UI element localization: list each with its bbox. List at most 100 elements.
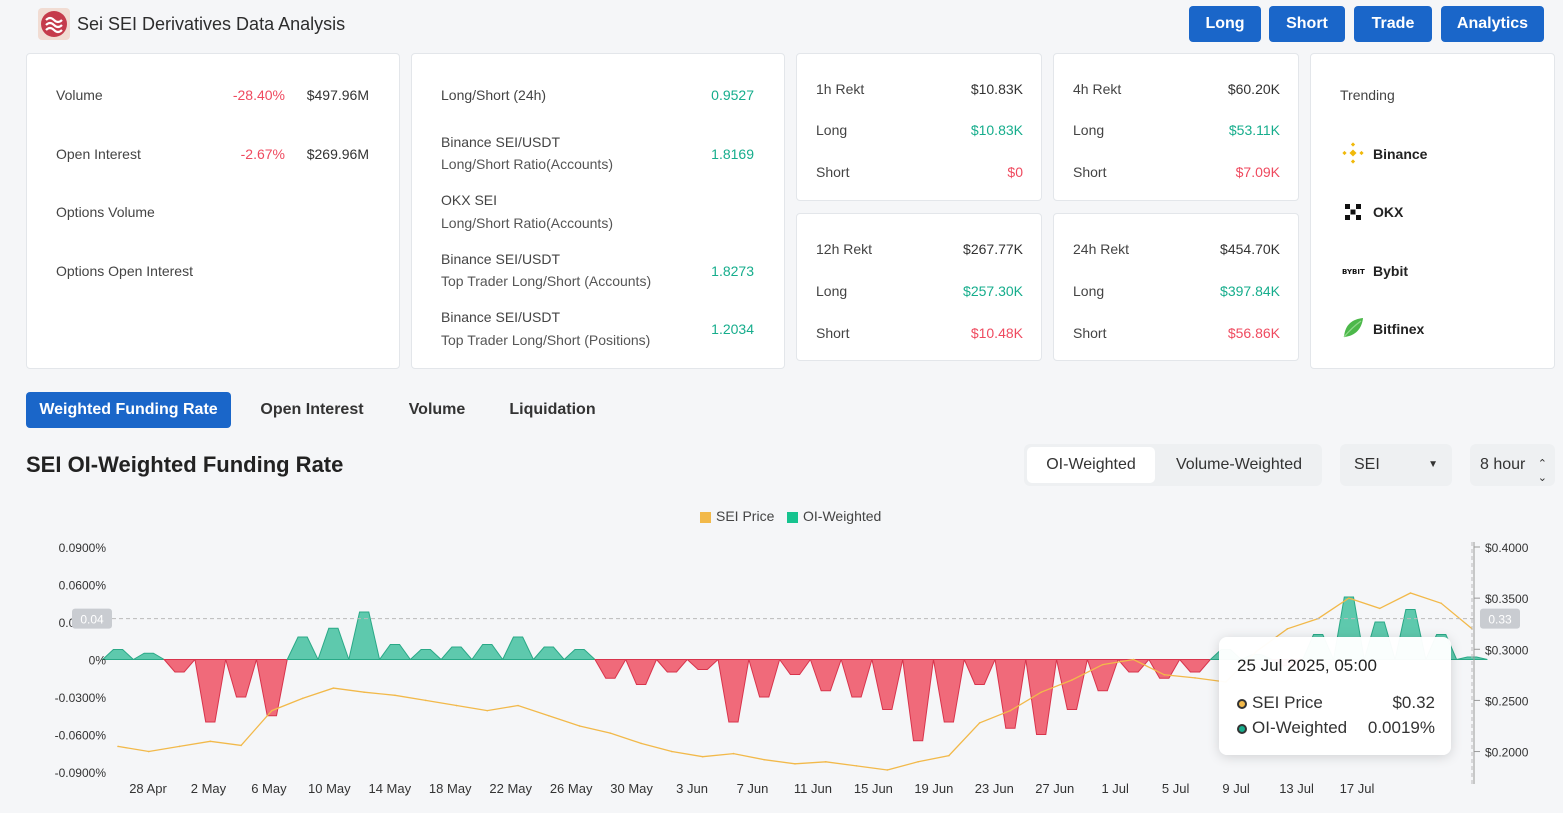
funding-rate-chart[interactable]: 0.0900%0.0600%0.0300%0%-0.0300%-0.0600%-… — [0, 500, 1563, 813]
rekt-short-value: $56.86K — [1227, 325, 1280, 341]
sei-price-point — [701, 755, 704, 758]
trending-item-bitfinex[interactable]: Bitfinex — [1373, 321, 1425, 337]
tooltip-price-row: SEI Price $0.32 — [1237, 693, 1435, 713]
binance-icon — [1341, 141, 1365, 165]
sei-price-point — [548, 714, 550, 717]
funding-rate-bar — [994, 659, 1027, 729]
sei-price-point — [517, 704, 519, 707]
sei-price-point — [394, 694, 396, 697]
funding-rate-bar — [225, 659, 258, 698]
sei-price-point — [1286, 628, 1289, 630]
sei-price-point — [578, 725, 581, 727]
funding-rate-bar — [532, 646, 566, 660]
rekt-1h-card: 1h Rekt $10.83K Long $10.83K Short $0 — [796, 53, 1042, 201]
sei-price-point — [1409, 592, 1412, 594]
funding-rate-bar — [317, 627, 350, 660]
funding-rate-bar — [840, 659, 873, 698]
tooltip-price-value: $0.32 — [1392, 693, 1435, 712]
trade-button[interactable]: Trade — [1354, 6, 1432, 42]
funding-rate-bar — [871, 659, 904, 710]
legend-item-oi[interactable]: OI-Weighted — [787, 508, 881, 524]
ratios-card: Long/Short (24h) 0.9527 Binance SEI/USDT… — [411, 53, 785, 369]
chart-title: SEI OI-Weighted Funding Rate — [26, 452, 344, 477]
rekt-short-label: Short — [1073, 164, 1107, 180]
ratio-3-line1: Binance SEI/USDT — [441, 251, 561, 267]
rekt-short-label: Short — [816, 164, 850, 180]
long-button[interactable]: Long — [1189, 6, 1261, 42]
funding-rate-bar — [348, 611, 381, 660]
trending-card: Trending Binance OKX BYBIT Bybit — [1310, 53, 1555, 369]
oi-swatch-icon — [787, 511, 798, 523]
legend-oi-label: OI-Weighted — [803, 508, 882, 524]
rekt-4h-card: 4h Rekt $60.20K Long $53.11K Short $7.09… — [1053, 53, 1299, 201]
analytics-button[interactable]: Analytics — [1441, 6, 1544, 42]
legend-item-price[interactable]: SEI Price — [700, 508, 774, 524]
x-tick-label: 7 Jun — [737, 781, 769, 796]
rate-dot-icon — [1237, 723, 1247, 734]
ratio-2-line2: Long/Short Ratio(Accounts) — [441, 215, 613, 231]
sort-arrows-icon: ⌃ ⌄ — [1537, 458, 1547, 484]
sei-price-point — [240, 744, 242, 747]
okx-icon — [1341, 200, 1365, 224]
rekt-long-label: Long — [1073, 122, 1105, 138]
x-tick-label: 13 Jul — [1279, 781, 1314, 796]
trending-item-bybit[interactable]: Bybit — [1373, 263, 1408, 279]
sei-price-point — [732, 752, 735, 755]
sei-price-point — [1194, 677, 1196, 679]
sei-price-point — [271, 709, 273, 712]
funding-rate-bar — [748, 659, 781, 698]
svg-text:BYBIT: BYBIT — [1342, 268, 1365, 276]
tab-volume[interactable]: Volume — [408, 401, 466, 418]
oi-weighted-option[interactable]: OI-Weighted — [1027, 447, 1155, 483]
funding-rate-bar — [809, 659, 842, 692]
sei-price-point — [671, 750, 673, 753]
tooltip-rate-value: 0.0019% — [1367, 718, 1435, 737]
rekt-title: 4h Rekt — [1073, 81, 1122, 97]
ratio-0-line1: Long/Short (24h) — [441, 87, 547, 103]
funding-rate-bar — [963, 659, 996, 685]
x-tick-label: 23 Jun — [975, 781, 1014, 796]
rekt-title: 12h Rekt — [816, 241, 873, 257]
rekt-long-label: Long — [816, 122, 848, 138]
funding-rate-bar — [932, 659, 965, 723]
crosshair-left-value: 0.04 — [80, 613, 104, 627]
ratio-3-line2: Top Trader Long/Short (Accounts) — [441, 273, 652, 289]
x-tick-label: 3 Jun — [676, 781, 708, 796]
tab-liquidation[interactable]: Liquidation — [509, 401, 596, 418]
interval-select[interactable]: 8 hour ⌃ ⌄ — [1470, 444, 1555, 486]
bybit-icon: BYBIT — [1341, 259, 1365, 283]
rekt-long-label: Long — [816, 283, 848, 299]
funding-rate-bar — [1456, 656, 1488, 660]
price-dot-icon — [1237, 698, 1247, 709]
funding-rate-bar — [378, 644, 412, 660]
chevron-down-icon: ▼ — [1428, 459, 1438, 470]
volume-label: Volume — [56, 87, 103, 103]
tab-weighted-funding-rate[interactable]: Weighted Funding Rate — [26, 392, 231, 428]
x-tick-label: 9 Jul — [1222, 781, 1250, 796]
coin-select[interactable]: SEI ▼ — [1340, 444, 1452, 486]
rekt-short-value: $0 — [1007, 164, 1023, 180]
volume-weighted-option[interactable]: Volume-Weighted — [1176, 456, 1302, 473]
short-button[interactable]: Short — [1269, 6, 1345, 42]
sei-price-point — [178, 745, 181, 748]
x-tick-label: 28 Apr — [129, 781, 167, 796]
x-tick-label: 10 May — [308, 781, 351, 796]
tab-open-interest[interactable]: Open Interest — [260, 401, 364, 418]
trending-item-binance[interactable]: Binance — [1373, 146, 1428, 162]
funding-rate-bar — [1055, 659, 1088, 710]
rekt-24h-card: 24h Rekt $454.70K Long $397.84K Short $5… — [1053, 213, 1299, 361]
funding-rate-bar — [409, 649, 443, 660]
x-tick-label: 11 Jun — [794, 781, 832, 796]
sei-price-point — [455, 704, 458, 707]
sei-price-point — [794, 763, 796, 765]
y-left-tick-label: -0.0600% — [55, 729, 107, 743]
y-right-tick-label: $0.4000 — [1485, 541, 1529, 555]
trending-title: Trending — [1340, 87, 1395, 103]
funding-rate-bar — [686, 659, 720, 670]
rekt-long-label: Long — [1073, 283, 1105, 299]
open-interest-label: Open Interest — [56, 146, 141, 162]
sei-price-point — [917, 760, 919, 763]
ratio-1-line1: Binance SEI/USDT — [441, 134, 561, 150]
sei-logo — [38, 8, 70, 40]
trending-item-okx[interactable]: OKX — [1373, 204, 1404, 220]
